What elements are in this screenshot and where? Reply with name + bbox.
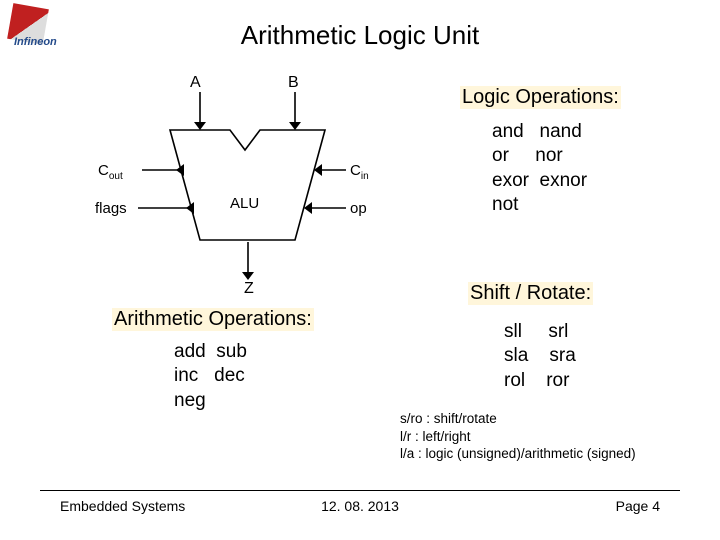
logic-ops-heading: Logic Operations: <box>460 86 621 109</box>
output-z-label: Z <box>244 280 254 298</box>
logic-ops-list: and nand or nor exor exnor not <box>492 120 587 217</box>
shift-ops-list: sll srl sla sra rol ror <box>504 320 576 393</box>
input-b-label: B <box>288 74 299 92</box>
cout-base: C <box>98 162 109 179</box>
footer-right: Page 4 <box>616 498 660 514</box>
arith-ops-heading: Arithmetic Operations: <box>112 308 314 331</box>
flags-label: flags <box>95 200 127 217</box>
input-a-label: A <box>190 74 201 92</box>
footer-rule <box>40 490 680 491</box>
alu-diagram: A B Cout flags Cin op ALU Z <box>100 70 380 310</box>
cin-sub: in <box>361 171 369 182</box>
cin-base: C <box>350 162 361 179</box>
alu-body-label: ALU <box>230 195 259 212</box>
op-label: op <box>350 200 367 217</box>
cout-label: Cout <box>98 162 123 182</box>
shift-legend: s/ro : shift/rotate l/r : left/right l/a… <box>400 410 636 463</box>
shift-ops-heading: Shift / Rotate: <box>468 282 593 305</box>
page-title: Arithmetic Logic Unit <box>0 20 720 51</box>
cout-sub: out <box>109 171 123 182</box>
arith-ops-list: add sub inc dec neg <box>174 340 247 413</box>
footer-center: 12. 08. 2013 <box>0 498 720 514</box>
cin-label: Cin <box>350 162 369 182</box>
alu-shape-icon <box>100 70 380 280</box>
